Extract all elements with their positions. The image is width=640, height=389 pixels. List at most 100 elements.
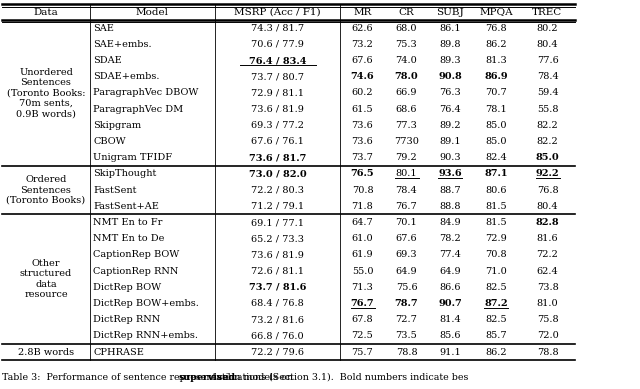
Text: 72.5: 72.5 — [351, 331, 373, 340]
Text: 80.4: 80.4 — [537, 40, 558, 49]
Text: 74.3 / 81.7: 74.3 / 81.7 — [251, 24, 304, 33]
Text: 61.5: 61.5 — [352, 105, 373, 114]
Text: 76.3: 76.3 — [439, 88, 461, 97]
Text: 72.2 / 80.3: 72.2 / 80.3 — [251, 186, 304, 194]
Text: 79.2: 79.2 — [396, 153, 417, 162]
Text: 82.2: 82.2 — [536, 121, 558, 130]
Text: 74.0: 74.0 — [396, 56, 417, 65]
Text: 71.8: 71.8 — [351, 202, 373, 211]
Text: 91.1: 91.1 — [439, 348, 461, 357]
Text: 7730: 7730 — [394, 137, 419, 146]
Text: 73.6: 73.6 — [351, 121, 373, 130]
Text: 72.2 / 79.6: 72.2 / 79.6 — [251, 348, 304, 357]
Text: 61.0: 61.0 — [352, 234, 373, 243]
Text: 75.8: 75.8 — [537, 315, 558, 324]
Text: 81.5: 81.5 — [485, 202, 507, 211]
Text: 76.7: 76.7 — [351, 299, 374, 308]
Text: CaptionRep RNN: CaptionRep RNN — [93, 266, 179, 275]
Text: 62.6: 62.6 — [352, 24, 373, 33]
Text: Skipgram: Skipgram — [93, 121, 141, 130]
Text: 85.7: 85.7 — [485, 331, 507, 340]
Text: 73.2: 73.2 — [351, 40, 373, 49]
Text: 67.6 / 76.1: 67.6 / 76.1 — [251, 137, 304, 146]
Text: 86.9: 86.9 — [484, 72, 508, 81]
Text: Other
structured
data
resource: Other structured data resource — [20, 259, 72, 299]
Text: Table 3:  Performance of sentence representation models on: Table 3: Performance of sentence represe… — [2, 373, 296, 382]
Text: 88.8: 88.8 — [439, 202, 461, 211]
Text: 88.7: 88.7 — [439, 186, 461, 194]
Text: 60.2: 60.2 — [352, 88, 373, 97]
Text: 70.7: 70.7 — [485, 88, 507, 97]
Text: 76.8: 76.8 — [485, 24, 507, 33]
Text: ParagraphVec DBOW: ParagraphVec DBOW — [93, 88, 198, 97]
Text: 82.5: 82.5 — [485, 283, 507, 292]
Text: DictRep BOW+embs.: DictRep BOW+embs. — [93, 299, 199, 308]
Text: 80.2: 80.2 — [537, 24, 558, 33]
Text: 72.6 / 81.1: 72.6 / 81.1 — [251, 266, 304, 275]
Text: 73.6: 73.6 — [351, 137, 373, 146]
Text: 78.8: 78.8 — [396, 348, 417, 357]
Text: ParagraphVec DM: ParagraphVec DM — [93, 105, 183, 114]
Text: 76.4 / 83.4: 76.4 / 83.4 — [249, 56, 307, 65]
Text: 66.9: 66.9 — [396, 88, 417, 97]
Text: 72.9: 72.9 — [485, 234, 507, 243]
Text: 67.8: 67.8 — [352, 315, 373, 324]
Text: 71.0: 71.0 — [485, 266, 507, 275]
Text: 82.2: 82.2 — [536, 137, 558, 146]
Text: 69.1 / 77.1: 69.1 / 77.1 — [251, 218, 304, 227]
Text: 65.2 / 73.3: 65.2 / 73.3 — [251, 234, 304, 243]
Text: 74.6: 74.6 — [351, 72, 374, 81]
Text: 78.0: 78.0 — [395, 72, 419, 81]
Text: 76.5: 76.5 — [351, 169, 374, 179]
Text: 82.8: 82.8 — [536, 218, 559, 227]
Text: Ordered
Sentences
(Toronto Books): Ordered Sentences (Toronto Books) — [6, 175, 86, 205]
Text: NMT En to Fr: NMT En to Fr — [93, 218, 163, 227]
Text: 71.2 / 79.1: 71.2 / 79.1 — [251, 202, 304, 211]
Text: 89.8: 89.8 — [439, 40, 461, 49]
Text: 86.1: 86.1 — [439, 24, 461, 33]
Text: 81.3: 81.3 — [485, 56, 507, 65]
Text: 64.7: 64.7 — [351, 218, 373, 227]
Text: SDAE: SDAE — [93, 56, 122, 65]
Text: 85.0: 85.0 — [485, 121, 507, 130]
Text: 77.6: 77.6 — [536, 56, 558, 65]
Text: 71.3: 71.3 — [351, 283, 373, 292]
Text: 76.8: 76.8 — [537, 186, 558, 194]
Text: 78.7: 78.7 — [395, 299, 419, 308]
Text: 85.6: 85.6 — [439, 331, 461, 340]
Text: 89.3: 89.3 — [439, 56, 461, 65]
Text: 66.8 / 76.0: 66.8 / 76.0 — [251, 331, 304, 340]
Text: 55.0: 55.0 — [352, 266, 373, 275]
Text: 90.3: 90.3 — [439, 153, 461, 162]
Text: evaluations (Section 3.1).  Bold numbers indicate bes: evaluations (Section 3.1). Bold numbers … — [209, 373, 469, 382]
Text: 87.2: 87.2 — [484, 299, 508, 308]
Text: MSRP (Acc / F1): MSRP (Acc / F1) — [234, 7, 321, 16]
Text: 59.4: 59.4 — [537, 88, 558, 97]
Text: 86.2: 86.2 — [485, 348, 507, 357]
Text: 73.0 / 82.0: 73.0 / 82.0 — [248, 169, 307, 179]
Text: NMT En to De: NMT En to De — [93, 234, 164, 243]
Text: SAE+embs.: SAE+embs. — [93, 40, 152, 49]
Text: TREC: TREC — [532, 7, 563, 16]
Text: CaptionRep BOW: CaptionRep BOW — [93, 251, 179, 259]
Text: 81.0: 81.0 — [537, 299, 558, 308]
Text: 75.6: 75.6 — [396, 283, 417, 292]
Text: 72.7: 72.7 — [396, 315, 417, 324]
Text: 85.0: 85.0 — [536, 153, 559, 162]
Text: 72.2: 72.2 — [536, 251, 559, 259]
Text: 86.6: 86.6 — [439, 283, 461, 292]
Text: 89.2: 89.2 — [439, 121, 461, 130]
Text: Model: Model — [136, 7, 169, 16]
Text: CPHRASE: CPHRASE — [93, 348, 144, 357]
Text: 78.4: 78.4 — [536, 72, 558, 81]
Text: 89.1: 89.1 — [439, 137, 461, 146]
Text: 2.8B words: 2.8B words — [18, 348, 74, 357]
Text: SAE: SAE — [93, 24, 114, 33]
Text: 93.6: 93.6 — [438, 169, 462, 179]
Text: 80.1: 80.1 — [396, 169, 417, 179]
Text: 64.9: 64.9 — [439, 266, 461, 275]
Text: 82.5: 82.5 — [485, 315, 507, 324]
Text: 73.5: 73.5 — [396, 331, 417, 340]
Text: FastSent: FastSent — [93, 186, 136, 194]
Text: SUBJ: SUBJ — [436, 7, 464, 16]
